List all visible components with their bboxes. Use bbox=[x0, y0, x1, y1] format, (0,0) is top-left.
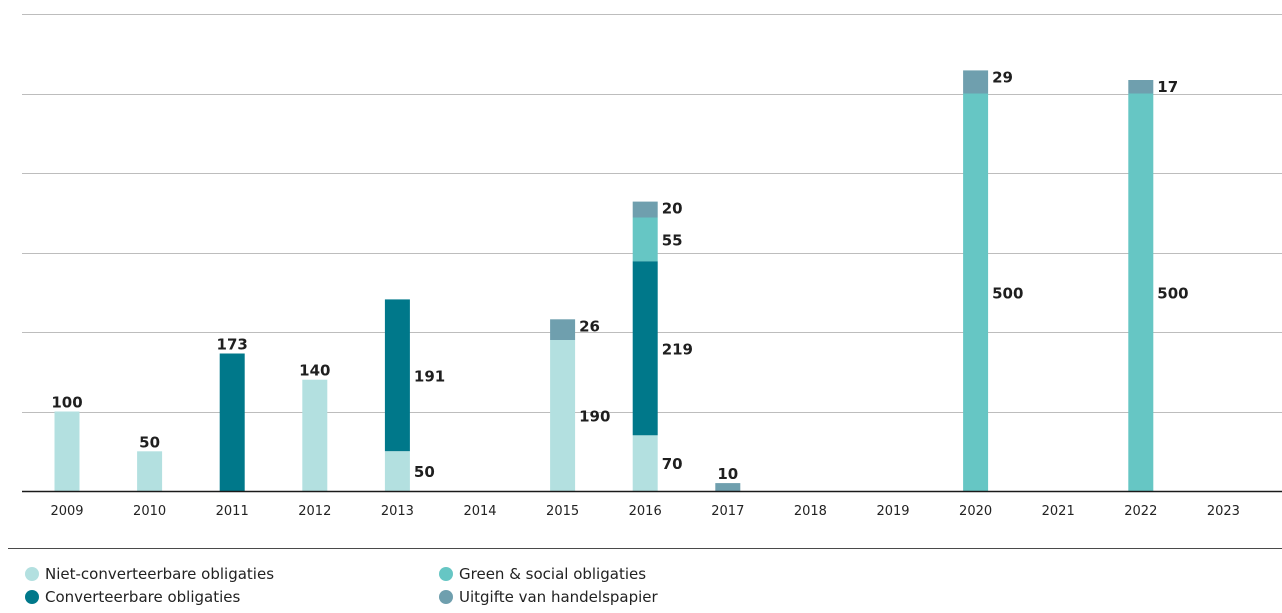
data-label-2016-series-3: 20 bbox=[662, 200, 683, 218]
x-tick-label-2011: 2011 bbox=[216, 504, 249, 519]
x-tick-label-2019: 2019 bbox=[876, 504, 909, 519]
legend-swatch-3 bbox=[439, 590, 453, 604]
x-tick-label-2023: 2023 bbox=[1207, 504, 1240, 519]
bar-2022-series-3 bbox=[1128, 80, 1154, 94]
data-label-2020-series-2: 500 bbox=[992, 284, 1023, 302]
x-tick-label-2018: 2018 bbox=[794, 504, 827, 519]
data-label-2015-series-0: 190 bbox=[579, 407, 610, 425]
data-label-2020-series-3: 29 bbox=[992, 68, 1013, 86]
data-label-2009-series-0: 100 bbox=[51, 394, 82, 412]
bar-2020-series-2 bbox=[963, 93, 989, 491]
data-label-2016-series-2: 55 bbox=[662, 231, 683, 249]
bar-2016-series-2 bbox=[632, 217, 658, 262]
legend-swatch-2 bbox=[25, 590, 39, 604]
bar-2012-series-0 bbox=[302, 379, 328, 491]
legend-label-3: Uitgifte van handelspapier bbox=[459, 588, 659, 606]
data-label-2013-series-1: 191 bbox=[414, 367, 445, 385]
x-tick-label-2010: 2010 bbox=[133, 504, 166, 519]
bar-2016-series-3 bbox=[632, 201, 658, 218]
bar-2013-series-1 bbox=[384, 299, 410, 452]
legend-label-2: Converteerbare obligaties bbox=[45, 588, 241, 606]
x-tick-label-2022: 2022 bbox=[1124, 504, 1157, 519]
x-tick-label-2015: 2015 bbox=[546, 504, 579, 519]
x-tick-label-2020: 2020 bbox=[959, 504, 992, 519]
legend-swatch-0 bbox=[25, 567, 39, 581]
bars bbox=[54, 70, 1154, 492]
data-label-2012-series-0: 140 bbox=[299, 362, 330, 380]
bar-2022-series-2 bbox=[1128, 93, 1154, 491]
legend-label-1: Green & social obligaties bbox=[459, 565, 646, 583]
bar-2016-series-1 bbox=[632, 261, 658, 436]
legend-swatch-1 bbox=[439, 567, 453, 581]
data-label-2017-series-3: 10 bbox=[717, 465, 738, 483]
legend: Niet-converteerbare obligaties Green & so… bbox=[8, 548, 1282, 606]
data-label-2015-series-3: 26 bbox=[579, 317, 600, 335]
bar-2020-series-3 bbox=[963, 70, 989, 94]
data-labels: 100 50 173 140 50 191 190 26 70 219 55 20 10 500 29 500… bbox=[51, 68, 1188, 483]
bar-2015-series-0 bbox=[550, 339, 576, 491]
data-label-2010-series-0: 50 bbox=[139, 433, 160, 451]
data-label-2016-series-1: 219 bbox=[662, 340, 693, 358]
x-tick-label-2013: 2013 bbox=[381, 504, 414, 519]
x-tick-label-2021: 2021 bbox=[1042, 504, 1075, 519]
bar-2013-series-0 bbox=[384, 451, 410, 492]
x-axis: 2009 2010 2011 2012 2013 2014 2015 2016 2017 2018… bbox=[22, 490, 1282, 519]
data-label-2016-series-0: 70 bbox=[662, 455, 683, 473]
bar-2011-series-1 bbox=[219, 353, 245, 491]
x-tick-label-2014: 2014 bbox=[463, 504, 496, 519]
data-label-2013-series-0: 50 bbox=[414, 463, 435, 481]
x-tick-label-2016: 2016 bbox=[629, 504, 662, 519]
data-label-2022-series-3: 17 bbox=[1157, 78, 1178, 96]
data-label-2011-series-1: 173 bbox=[217, 335, 248, 353]
bar-2016-series-0 bbox=[632, 435, 658, 491]
x-tick-label-2009: 2009 bbox=[50, 504, 83, 519]
x-tick-label-2017: 2017 bbox=[711, 504, 744, 519]
legend-label-0: Niet-converteerbare obligaties bbox=[45, 565, 274, 583]
x-tick-label-2012: 2012 bbox=[298, 504, 331, 519]
bar-2010-series-0 bbox=[137, 451, 163, 492]
bar-2009-series-0 bbox=[54, 411, 80, 491]
data-label-2022-series-2: 500 bbox=[1157, 284, 1188, 302]
bar-2017-series-3 bbox=[715, 483, 741, 491]
bar-2015-series-3 bbox=[550, 319, 576, 340]
